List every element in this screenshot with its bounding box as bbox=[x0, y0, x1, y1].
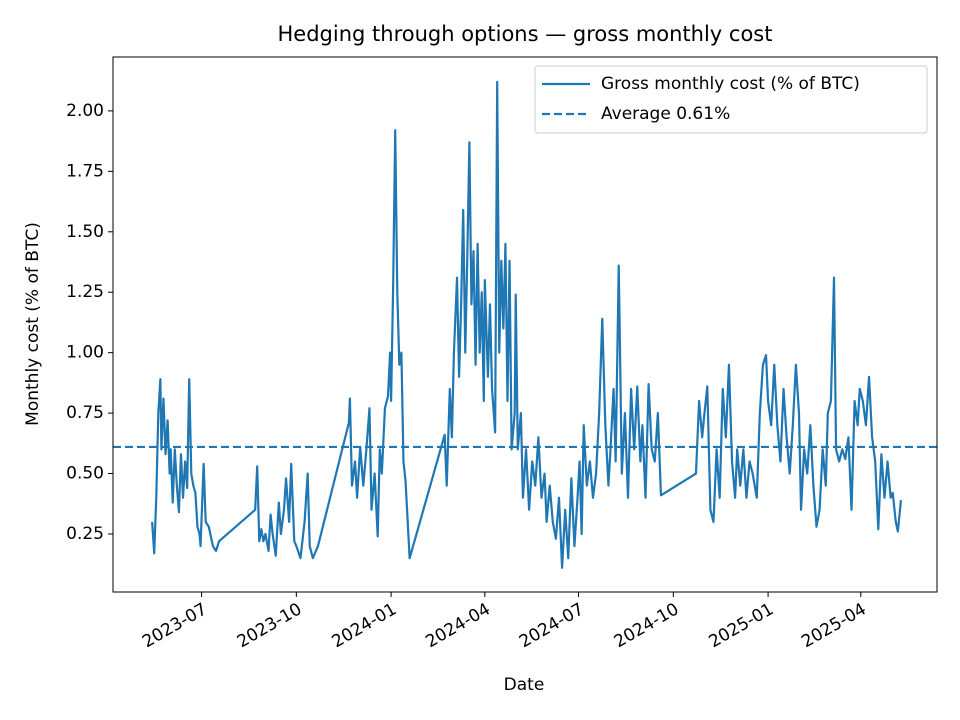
legend-label: Gross monthly cost (% of BTC) bbox=[601, 74, 860, 94]
legend-label: Average 0.61% bbox=[601, 104, 730, 124]
chart-title: Hedging through options — gross monthly … bbox=[278, 22, 773, 46]
y-tick-label: 0.25 bbox=[66, 524, 104, 544]
y-tick-label: 1.00 bbox=[66, 343, 104, 363]
axes-frame bbox=[112, 56, 938, 593]
y-axis-label: Monthly cost (% of BTC) bbox=[23, 222, 43, 426]
y-tick-label: 2.00 bbox=[66, 101, 104, 121]
y-tick-label: 1.75 bbox=[66, 161, 104, 181]
y-tick-label: 0.75 bbox=[66, 403, 104, 423]
data-line bbox=[151, 80, 903, 569]
y-tick-label: 0.50 bbox=[66, 464, 104, 484]
y-tick-label: 1.25 bbox=[66, 282, 104, 302]
y-tick-label: 1.50 bbox=[66, 222, 104, 242]
legend-box bbox=[534, 65, 928, 134]
x-axis-label: Date bbox=[504, 675, 545, 695]
